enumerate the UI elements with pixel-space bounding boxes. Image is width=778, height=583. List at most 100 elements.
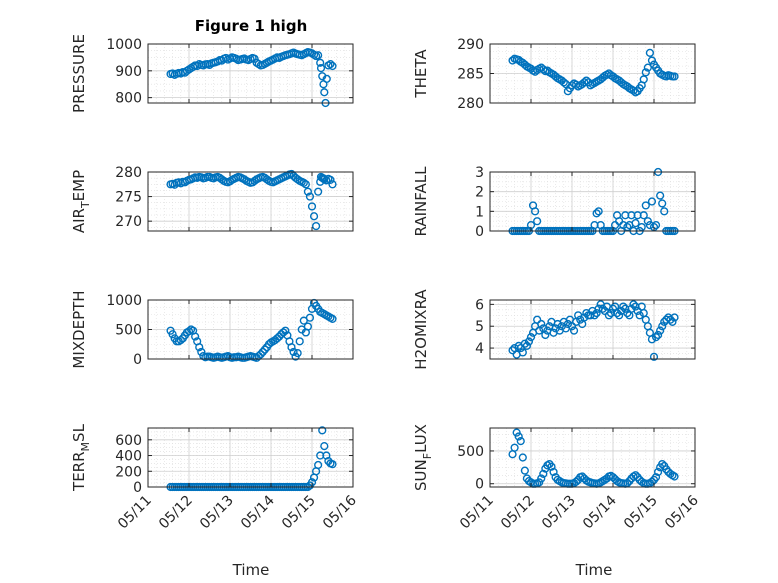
data-point (645, 48, 655, 57)
data-point (328, 460, 337, 469)
data-point (658, 459, 667, 469)
x-tick-label: 05/12 (498, 493, 538, 533)
data-point (656, 191, 665, 200)
y-axis-label: PRESSURE (70, 34, 88, 113)
data-point (612, 309, 622, 318)
y-tick-label: 1000 (106, 37, 142, 53)
x-tick-label: 05/11 (115, 493, 155, 533)
data-point (641, 315, 650, 324)
data-point (592, 209, 601, 218)
figure-title: Figure 1 high (195, 17, 308, 35)
data-point (526, 333, 536, 342)
data-point (537, 319, 546, 329)
data-point (533, 315, 542, 324)
data-point (559, 78, 568, 87)
data-point (639, 211, 648, 220)
data-point (647, 197, 657, 206)
data-point (273, 334, 282, 343)
data-point (541, 330, 550, 340)
data-point (293, 175, 302, 184)
data-point (520, 466, 529, 475)
data-point (520, 339, 529, 348)
data-point (547, 462, 556, 471)
data-point (512, 428, 521, 437)
data-point (314, 460, 323, 470)
data-point (668, 317, 677, 326)
x-tick-label: 05/13 (197, 493, 237, 533)
y-tick-label: 900 (115, 64, 142, 80)
data-point (623, 222, 632, 232)
y-tick-label: 285 (457, 67, 484, 83)
data-point (320, 441, 329, 451)
axes-box (147, 427, 354, 488)
data-point (643, 217, 652, 226)
data-point (524, 337, 534, 346)
y-tick-label: 1000 (106, 293, 142, 309)
y-tick-label: 4 (475, 341, 484, 357)
subplot-h2omixra: 4 5 6 H2OMIXRA (412, 289, 696, 370)
y-axis-label: H2OMIXRA (412, 289, 430, 370)
axes-box (489, 171, 696, 232)
data-point (301, 180, 310, 189)
data-point (184, 327, 194, 336)
y-axis-label: RAINFALL (412, 166, 430, 237)
data-point (651, 221, 661, 230)
y-tick-label: 5 (475, 319, 484, 335)
series-points (166, 426, 337, 492)
data-point (658, 322, 667, 331)
y-tick-label: 400 (115, 449, 142, 465)
data-point (649, 352, 659, 361)
x-tick-label: 05/16 (662, 492, 702, 532)
y-tick-label: 3 (475, 165, 484, 181)
data-point (637, 222, 646, 232)
data-point (576, 315, 585, 324)
axes-box (489, 427, 696, 488)
data-point (653, 330, 663, 340)
data-point (615, 311, 624, 320)
data-point (195, 343, 204, 352)
data-point (314, 51, 323, 60)
axes-box (489, 299, 696, 360)
data-point (592, 309, 601, 318)
data-point (309, 212, 319, 221)
data-point (287, 343, 296, 352)
data-point (295, 337, 304, 346)
data-point (631, 471, 640, 480)
y-tick-label: 500 (457, 444, 484, 460)
data-point (240, 175, 249, 184)
data-point (326, 175, 335, 184)
data-point (549, 467, 558, 477)
y-tick-label: 200 (115, 464, 142, 480)
data-point (320, 88, 329, 97)
y-tick-label: 1 (475, 204, 484, 220)
data-point (322, 74, 331, 83)
series-points (508, 428, 679, 488)
y-axis-label: TERRMSL (70, 423, 92, 492)
y-tick-label: 0 (133, 352, 142, 368)
data-point (314, 187, 323, 196)
x-tick-label: 05/15 (621, 493, 661, 533)
data-point (533, 217, 542, 226)
data-point (514, 432, 523, 441)
data-point (197, 347, 206, 357)
data-point (647, 477, 657, 486)
data-point (608, 304, 618, 313)
data-point (651, 333, 661, 342)
data-point (670, 313, 679, 322)
data-point (658, 199, 667, 208)
subplot-rainfall: 0 1 2 3 RAINFALL (412, 165, 696, 240)
data-point (305, 313, 315, 322)
data-point (653, 467, 663, 477)
data-point (326, 60, 335, 69)
data-point (563, 319, 573, 329)
y-axis-label: MIXDEPTH (70, 290, 88, 368)
subplot-air-temp: 270 275 280 AIRTEMP (70, 165, 354, 233)
data-point (569, 326, 579, 335)
data-point (293, 349, 302, 358)
data-point (582, 76, 591, 85)
y-tick-label: 0 (133, 480, 142, 496)
data-point (256, 350, 265, 359)
data-point (594, 207, 603, 216)
x-tick-label: 05/12 (156, 493, 196, 533)
